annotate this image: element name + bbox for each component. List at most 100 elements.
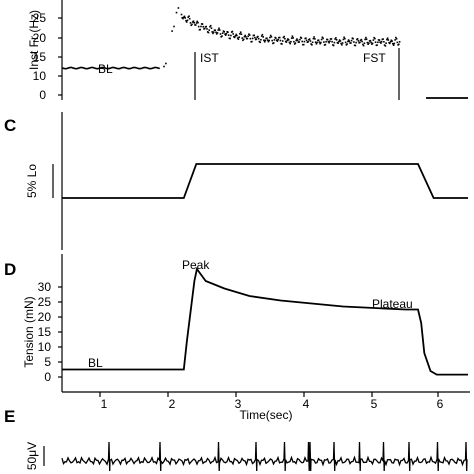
- freq-point: [296, 39, 299, 42]
- panel-d-y-ticks: [58, 286, 62, 378]
- freq-point: [323, 44, 326, 46]
- freq-point: [392, 44, 395, 46]
- panel-d-peak-label: Peak: [182, 258, 210, 272]
- panel-b-ytick-25: 25: [33, 11, 47, 25]
- freq-point: [79, 66, 82, 69]
- freq-point: [275, 39, 278, 41]
- freq-point: [218, 27, 220, 30]
- freq-point: [87, 67, 89, 70]
- freq-point: [385, 42, 387, 44]
- freq-point: [352, 37, 354, 40]
- freq-point: [82, 66, 84, 69]
- freq-point: [344, 41, 347, 44]
- freq-point: [241, 37, 243, 39]
- freq-point: [251, 37, 254, 40]
- freq-point: [119, 67, 122, 70]
- panel-e-letter: E: [4, 407, 15, 426]
- freq-point: [143, 66, 145, 69]
- freq-point: [249, 37, 252, 40]
- freq-point: [259, 41, 261, 44]
- freq-point: [189, 22, 192, 24]
- xtick-5: 5: [371, 397, 378, 411]
- freq-point: [138, 67, 140, 70]
- freq-point: [200, 25, 202, 28]
- freq-point: [70, 66, 73, 69]
- freq-point: [148, 67, 150, 70]
- freq-point: [396, 41, 399, 44]
- freq-point: [386, 38, 388, 41]
- freq-point: [107, 67, 109, 70]
- freq-point: [398, 43, 400, 46]
- freq-point: [105, 67, 108, 70]
- freq-point: [125, 67, 128, 69]
- freq-point: [89, 67, 92, 69]
- panel-e: E 50μV: [4, 407, 468, 472]
- panel-e-scale-label: 50μV: [25, 442, 39, 470]
- freq-point: [343, 36, 345, 39]
- freq-point: [63, 67, 65, 70]
- freq-point: [97, 67, 99, 70]
- freq-point: [257, 35, 259, 38]
- freq-point: [188, 17, 191, 20]
- freq-point: [395, 38, 398, 40]
- freq-point: [240, 33, 243, 35]
- freq-point: [269, 34, 272, 37]
- freq-point: [307, 41, 309, 43]
- freq-point: [311, 41, 314, 44]
- freq-point: [313, 36, 315, 38]
- panel-d-tension-trace: [62, 266, 468, 376]
- freq-point: [201, 23, 204, 25]
- freq-point: [154, 66, 156, 69]
- freq-point: [73, 67, 75, 70]
- freq-point: [248, 33, 250, 35]
- freq-point: [182, 17, 184, 20]
- freq-point: [273, 39, 276, 41]
- freq-point: [184, 17, 186, 19]
- freq-point: [338, 39, 341, 41]
- freq-point: [177, 7, 180, 9]
- panel-c: C 5% Lo: [4, 112, 468, 250]
- freq-point: [93, 67, 95, 69]
- freq-point: [291, 35, 294, 37]
- panel-c-letter: C: [4, 116, 16, 135]
- freq-point: [321, 36, 324, 39]
- freq-point: [104, 67, 107, 69]
- xtick-3: 3: [235, 397, 242, 411]
- freq-point: [326, 38, 329, 41]
- freq-point: [206, 28, 208, 30]
- freq-point: [287, 38, 289, 40]
- panel-d-ytick-15: 15: [38, 325, 52, 339]
- freq-point: [129, 67, 132, 70]
- freq-point: [95, 67, 98, 70]
- freq-point: [196, 20, 198, 23]
- panel-d-ytick-30: 30: [38, 280, 52, 294]
- freq-point: [197, 21, 199, 24]
- xtick-4: 4: [303, 397, 310, 411]
- panel-c-length-trace: [62, 163, 468, 199]
- freq-point: [186, 19, 189, 22]
- freq-point: [149, 67, 151, 70]
- freq-point: [299, 38, 301, 41]
- freq-point: [214, 29, 216, 31]
- freq-point: [180, 13, 183, 16]
- freq-point: [269, 36, 271, 39]
- freq-point: [187, 16, 189, 18]
- freq-point: [83, 67, 85, 69]
- freq-point: [188, 15, 190, 17]
- freq-point: [346, 43, 348, 45]
- freq-point: [361, 40, 363, 43]
- freq-point: [92, 66, 94, 69]
- freq-point: [319, 42, 321, 45]
- freq-point: [224, 33, 226, 35]
- freq-point: [110, 66, 113, 69]
- freq-point: [239, 33, 241, 35]
- freq-point: [158, 67, 160, 70]
- freq-point: [309, 40, 312, 42]
- freq-point: [328, 41, 330, 44]
- freq-point: [281, 43, 283, 45]
- freq-point: [246, 37, 249, 40]
- freq-point: [362, 43, 364, 46]
- freq-point: [230, 34, 232, 37]
- freq-point: [124, 66, 127, 69]
- freq-point: [339, 40, 342, 42]
